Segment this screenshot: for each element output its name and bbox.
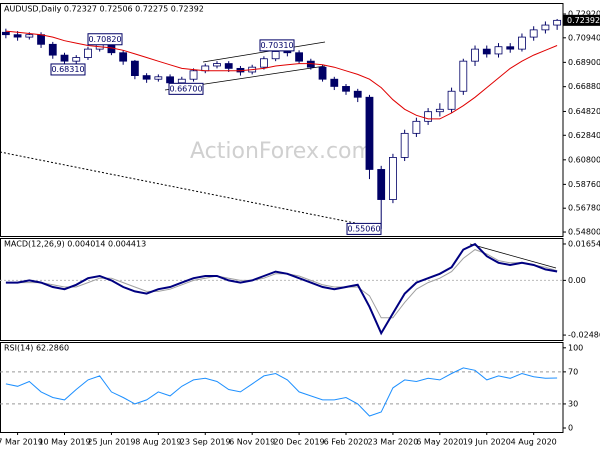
candle-body bbox=[435, 108, 444, 113]
candle-body bbox=[48, 43, 57, 56]
price-label-box bbox=[346, 222, 382, 235]
candle-body bbox=[25, 34, 34, 38]
y-tick-label: 0.56780 bbox=[568, 204, 600, 213]
signal-line bbox=[5, 249, 558, 319]
candle-body bbox=[518, 36, 526, 50]
price-label: 0.55060 bbox=[347, 224, 380, 233]
candle-body bbox=[130, 60, 139, 76]
candle-body bbox=[553, 19, 562, 26]
y-tick-label: -0.02486 bbox=[568, 331, 600, 340]
price-title: AUDUSD,Daily 0.72327 0.72506 0.72275 0.7… bbox=[4, 5, 204, 14]
trend-line bbox=[0, 151, 381, 229]
x-tick-label: 23 Sep 2019 bbox=[180, 438, 231, 447]
candle-body bbox=[154, 76, 163, 80]
x-tick-label: 23 Mar 2020 bbox=[368, 438, 419, 447]
moving-average bbox=[5, 30, 558, 120]
candle-body bbox=[342, 86, 350, 92]
last-price-label: 0.72392 bbox=[567, 16, 600, 25]
y-tick-label: 100 bbox=[568, 343, 583, 352]
y-tick-label: 0.01654 bbox=[568, 239, 600, 248]
macd-trend-line bbox=[469, 243, 557, 269]
candle-body bbox=[72, 57, 81, 62]
price-label: 0.70820 bbox=[88, 35, 121, 44]
x-tick-label: 27 Mar 2019 bbox=[0, 438, 43, 447]
candle-body bbox=[37, 34, 45, 45]
macd-panel-frame bbox=[0, 238, 564, 341]
candle-body bbox=[84, 48, 92, 58]
y-tick-label: 0 bbox=[568, 423, 573, 432]
candle-body bbox=[506, 46, 515, 50]
candle-body bbox=[365, 96, 374, 170]
candle-body bbox=[119, 52, 128, 62]
price-panel-frame bbox=[0, 3, 564, 237]
candle-body bbox=[271, 51, 280, 60]
candle-body bbox=[318, 66, 327, 80]
rsi-title: RSI(14) 62.2860 bbox=[4, 344, 69, 353]
candle-body bbox=[400, 132, 409, 158]
x-tick-label: 8 Aug 2019 bbox=[135, 438, 181, 447]
y-tick-label: 0.00 bbox=[568, 276, 586, 285]
y-tick-label: 70 bbox=[568, 367, 578, 376]
candle-body bbox=[353, 90, 362, 98]
macd-title: MACD(12,26,9) 0.004014 0.004413 bbox=[4, 240, 146, 249]
y-tick-label: 0.66880 bbox=[568, 82, 600, 91]
y-tick-label: 0.60800 bbox=[568, 155, 600, 164]
macd-line bbox=[5, 242, 558, 336]
y-tick-label: 0.54800 bbox=[568, 228, 600, 237]
candle-body bbox=[389, 157, 397, 200]
x-tick-label: 19 Jun 2020 bbox=[463, 438, 511, 447]
candle-body bbox=[412, 120, 421, 134]
x-tick-label: 6 Nov 2019 bbox=[229, 438, 275, 447]
candle-body bbox=[60, 54, 69, 62]
price-label: 0.70310 bbox=[260, 41, 293, 50]
y-tick-label: 0.64820 bbox=[568, 107, 600, 116]
price-label-box bbox=[168, 82, 204, 95]
candle-body bbox=[177, 78, 186, 84]
y-tick-label: 0.58760 bbox=[568, 180, 600, 189]
candle-body bbox=[260, 58, 268, 68]
candle-body bbox=[142, 75, 151, 80]
candle-body bbox=[330, 78, 339, 87]
rsi-panel-frame bbox=[0, 342, 564, 433]
candle-body bbox=[529, 29, 538, 38]
price-label: 0.68310 bbox=[51, 65, 84, 74]
x-tick-label: 4 Aug 2020 bbox=[511, 438, 557, 447]
candle-body bbox=[377, 169, 386, 200]
candle-body bbox=[189, 70, 198, 80]
candle-body bbox=[541, 24, 550, 31]
candle-body bbox=[459, 60, 468, 92]
candle-body bbox=[283, 51, 292, 54]
candle-body bbox=[494, 46, 503, 55]
x-tick-label: 20 Dec 2019 bbox=[274, 438, 325, 447]
y-tick-label: 0.70940 bbox=[568, 33, 600, 42]
candle-body bbox=[213, 63, 221, 67]
watermark: ActionForex.com bbox=[190, 139, 373, 164]
y-tick-label: 0.68900 bbox=[568, 58, 600, 67]
price-label-box bbox=[50, 63, 86, 76]
candle-body bbox=[447, 90, 456, 110]
price-label: 0.66700 bbox=[169, 84, 202, 93]
candle-body bbox=[482, 48, 491, 55]
price-label-box bbox=[259, 39, 295, 52]
x-tick-label: 25 Jun 2019 bbox=[87, 438, 135, 447]
rsi-line bbox=[5, 367, 558, 417]
x-tick-label: 6 May 2020 bbox=[416, 438, 463, 447]
candle-body bbox=[471, 48, 479, 62]
candle-body bbox=[424, 111, 433, 122]
channel-line bbox=[202, 41, 326, 63]
candle-body bbox=[224, 63, 233, 69]
candle-body bbox=[295, 52, 303, 62]
x-tick-label: 10 May 2019 bbox=[38, 438, 90, 447]
price-label-box bbox=[87, 33, 123, 46]
last-price-box bbox=[563, 14, 600, 26]
candle-body bbox=[13, 34, 22, 38]
candle-body bbox=[1, 31, 10, 36]
candle-body bbox=[166, 76, 174, 84]
y-tick-label: 30 bbox=[568, 399, 578, 408]
y-tick-label: 0.72920 bbox=[568, 9, 600, 18]
x-tick-label: 6 Feb 2020 bbox=[324, 438, 369, 447]
y-tick-label: 0.62840 bbox=[568, 131, 600, 140]
